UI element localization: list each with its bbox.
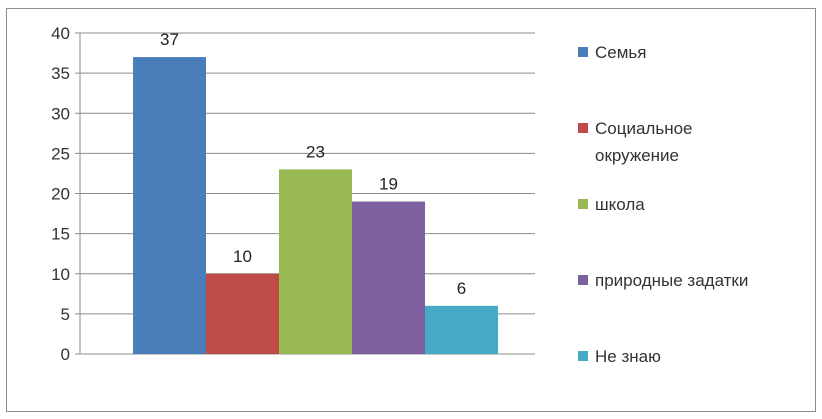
bar: [206, 273, 279, 354]
y-tick-label: 20: [51, 185, 70, 204]
legend-label: окружение: [595, 146, 679, 165]
legend-label: Не знаю: [595, 347, 661, 366]
bar: [279, 169, 352, 354]
data-label: 10: [233, 247, 252, 266]
y-tick-label: 5: [61, 305, 70, 324]
y-tick-label: 0: [61, 345, 70, 364]
y-tick-label: 10: [51, 265, 70, 284]
data-label: 37: [160, 30, 179, 49]
legend-label: Социальное: [595, 119, 693, 138]
y-tick-label: 40: [51, 24, 70, 43]
bar: [425, 305, 498, 354]
legend-swatch: [578, 351, 588, 361]
data-label: 19: [379, 175, 398, 194]
y-tick-label: 35: [51, 64, 70, 83]
legend-label: школа: [595, 195, 645, 214]
legend-swatch: [578, 47, 588, 57]
legend-swatch: [578, 123, 588, 133]
bar: [352, 201, 425, 354]
legend-label: природные задатки: [595, 271, 748, 290]
legend-swatch: [578, 199, 588, 209]
legend-label: Семья: [595, 43, 646, 62]
y-tick-label: 25: [51, 144, 70, 163]
bar: [133, 57, 206, 354]
data-label: 6: [457, 279, 466, 298]
legend-swatch: [578, 275, 588, 285]
y-tick-label: 15: [51, 225, 70, 244]
data-label: 23: [306, 142, 325, 161]
y-tick-label: 30: [51, 104, 70, 123]
